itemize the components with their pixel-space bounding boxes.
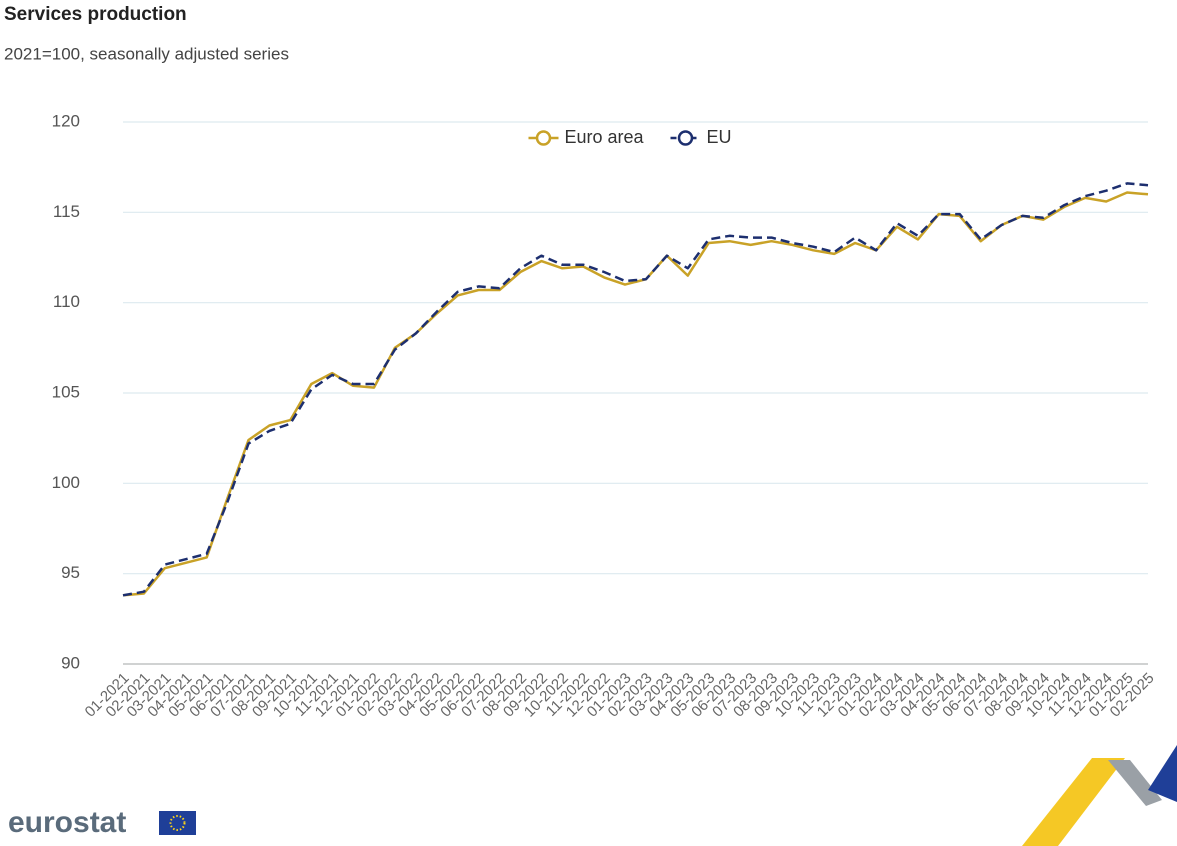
y-tick-label: 90 — [61, 653, 80, 672]
decor-grey — [1108, 760, 1162, 806]
decor-yellow — [1022, 758, 1125, 846]
y-tick-label: 110 — [53, 292, 80, 311]
legend-label: EU — [707, 127, 732, 147]
chart-title: Services production — [4, 4, 187, 25]
chart-subtitle: 2021=100, seasonally adjusted series — [4, 44, 289, 63]
series-line — [122, 182, 1149, 597]
series-line — [122, 191, 1149, 597]
legend-marker — [677, 130, 694, 146]
eu-flag — [159, 811, 196, 835]
y-tick-label: 105 — [52, 382, 80, 401]
y-tick-label: 115 — [53, 202, 80, 221]
y-tick-label: 95 — [61, 563, 80, 582]
y-tick-label: 120 — [52, 111, 80, 130]
legend-marker — [535, 130, 552, 146]
eu-flag-stars — [169, 815, 186, 831]
logo-text: eurostat — [8, 806, 126, 839]
decor-blue — [1148, 745, 1177, 802]
legend-label: Euro area — [565, 127, 645, 147]
y-tick-label: 100 — [52, 473, 80, 492]
